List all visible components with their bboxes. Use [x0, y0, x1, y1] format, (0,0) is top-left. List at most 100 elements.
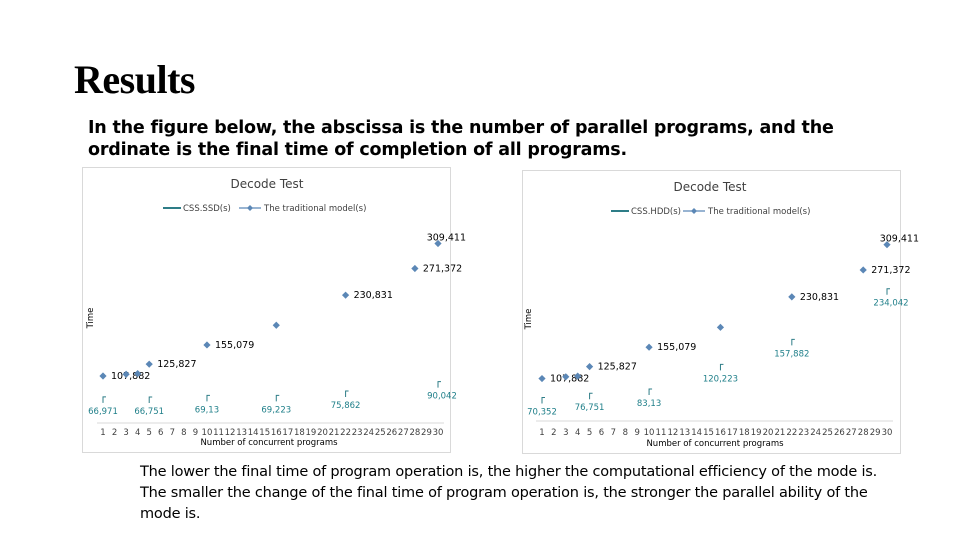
left-point-traditional-7 — [411, 264, 419, 273]
left-x-tick-13: 13 — [236, 428, 247, 438]
right-x-tick-8: 8 — [623, 428, 628, 438]
right-point-traditional-3 — [585, 363, 594, 371]
left-y-axis-label: Time — [86, 308, 96, 330]
right-legend-label-b: The traditional model(s) — [707, 207, 810, 217]
right-point-traditional-5 — [716, 323, 725, 331]
left-point-css-0 — [102, 396, 106, 403]
left-label-traditional-3: 125,827 — [157, 359, 196, 370]
decode-test-chart-hdd: Decode Test CSS.HDD(s) The traditional mod… — [522, 170, 919, 454]
left-label-traditional-4: 155,079 — [215, 340, 254, 351]
left-x-tick-5: 5 — [146, 428, 151, 438]
left-x-tick-16: 16 — [271, 428, 282, 438]
right-x-tick-29: 29 — [870, 428, 881, 438]
left-x-tick-28: 28 — [409, 428, 420, 438]
right-x-tick-4: 4 — [575, 428, 580, 438]
right-label-traditional-6: 230,831 — [800, 292, 839, 303]
right-x-tick-20: 20 — [763, 428, 774, 438]
right-point-traditional-7 — [859, 266, 867, 274]
left-x-tick-30: 30 — [433, 428, 444, 438]
right-legend-marker-b — [691, 208, 697, 214]
right-x-tick-27: 27 — [846, 428, 857, 438]
right-x-tick-26: 26 — [834, 428, 845, 438]
left-x-tick-10: 10 — [202, 428, 213, 438]
left-x-tick-21: 21 — [329, 428, 340, 438]
right-label-css-1: 76,751 — [575, 403, 605, 413]
right-label-css-5: 234,042 — [873, 299, 908, 309]
left-point-traditional-1 — [122, 370, 130, 378]
left-label-traditional-8: 309,411 — [427, 233, 466, 244]
left-x-tick-29: 29 — [421, 428, 432, 438]
left-x-tick-17: 17 — [282, 428, 293, 438]
right-x-tick-19: 19 — [751, 428, 762, 438]
right-point-css-1 — [589, 392, 593, 400]
left-x-tick-7: 7 — [170, 428, 175, 438]
right-point-css-5 — [886, 288, 890, 295]
left-point-css-1 — [148, 396, 153, 403]
left-x-tick-3: 3 — [123, 428, 128, 438]
right-point-css-0 — [541, 396, 545, 404]
left-point-css-5 — [437, 381, 441, 388]
right-x-tick-1: 1 — [539, 428, 544, 438]
right-point-traditional-4 — [645, 343, 653, 351]
left-point-traditional-5 — [272, 321, 280, 329]
right-x-tick-21: 21 — [775, 428, 786, 438]
right-x-tick-12: 12 — [667, 428, 678, 438]
right-x-tick-14: 14 — [691, 428, 702, 438]
right-x-tick-5: 5 — [587, 428, 592, 438]
right-point-css-4 — [791, 338, 795, 346]
left-point-css-4 — [345, 390, 349, 398]
left-x-tick-20: 20 — [317, 428, 328, 438]
right-x-tick-13: 13 — [679, 428, 690, 438]
left-x-tick-4: 4 — [135, 428, 140, 438]
right-point-traditional-2 — [574, 372, 582, 380]
right-legend-label-a: CSS.HDD(s) — [631, 207, 681, 217]
right-y-axis-label: Time — [524, 309, 534, 331]
right-x-tick-25: 25 — [822, 428, 833, 438]
right-x-tick-28: 28 — [858, 428, 869, 438]
left-label-css-0: 66,971 — [88, 407, 118, 417]
left-label-css-1: 66,751 — [134, 407, 164, 417]
right-chart-title: Decode Test — [673, 180, 746, 194]
right-label-traditional-7: 271,372 — [871, 265, 910, 276]
left-label-css-3: 69,223 — [261, 405, 291, 415]
conclusion-text: The lower the final time of program oper… — [140, 464, 878, 522]
left-point-traditional-3 — [145, 360, 153, 368]
left-point-css-3 — [275, 394, 280, 402]
left-x-tick-27: 27 — [398, 428, 409, 438]
left-x-tick-12: 12 — [225, 428, 236, 438]
left-x-tick-22: 22 — [340, 428, 351, 438]
right-x-tick-3: 3 — [563, 428, 568, 438]
right-x-tick-10: 10 — [644, 428, 655, 438]
left-point-traditional-6 — [341, 291, 350, 299]
intro-text: In the figure below, the abscissa is the… — [88, 118, 834, 160]
left-point-traditional-8 — [434, 239, 442, 248]
left-legend-marker-b — [247, 205, 253, 211]
right-x-tick-2: 2 — [551, 428, 556, 438]
right-x-tick-9: 9 — [634, 428, 639, 438]
right-x-tick-17: 17 — [727, 428, 738, 438]
right-x-tick-15: 15 — [703, 428, 714, 438]
right-x-tick-22: 22 — [786, 428, 797, 438]
right-x-axis-label: Number of concurrent programs — [646, 439, 784, 449]
left-x-tick-1: 1 — [100, 428, 105, 438]
left-label-css-4: 75,862 — [331, 401, 361, 411]
left-point-traditional-4 — [203, 341, 211, 349]
left-x-tick-11: 11 — [213, 428, 224, 438]
left-label-traditional-6: 230,831 — [354, 290, 393, 301]
left-x-tick-9: 9 — [193, 428, 198, 438]
left-x-tick-25: 25 — [375, 428, 386, 438]
right-x-tick-16: 16 — [715, 428, 726, 438]
left-point-css-2 — [206, 394, 210, 402]
right-point-traditional-0 — [538, 374, 546, 383]
right-x-tick-24: 24 — [810, 428, 821, 438]
right-x-tick-11: 11 — [656, 428, 667, 438]
right-point-css-2 — [648, 388, 653, 395]
chart-svg-right: Decode Test CSS.HDD(s) The traditional mod… — [524, 180, 919, 449]
right-point-traditional-8 — [883, 241, 891, 249]
left-x-tick-23: 23 — [352, 428, 363, 438]
right-point-traditional-6 — [788, 293, 796, 301]
right-label-css-3: 120,223 — [703, 374, 738, 384]
right-point-css-3 — [719, 363, 724, 371]
right-label-traditional-0: 107,882 — [550, 374, 589, 385]
left-x-tick-14: 14 — [248, 428, 259, 438]
